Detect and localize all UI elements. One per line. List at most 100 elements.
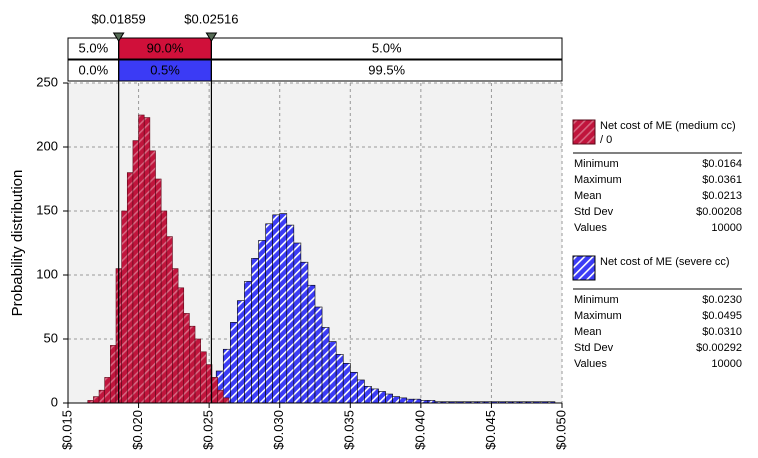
- stat-value: $0.00292: [696, 342, 742, 354]
- delimiter-label: $0.02516: [184, 11, 238, 26]
- delimiter-handle: [205, 32, 218, 42]
- histogram-bar: [183, 313, 190, 404]
- histogram-bar: [293, 242, 302, 404]
- histogram-bar: [413, 398, 422, 404]
- histogram-bar: [265, 223, 273, 404]
- stat-name: Values: [574, 358, 607, 370]
- histogram-bar: [166, 236, 173, 404]
- histogram-bar: [307, 284, 316, 404]
- histogram-bar: [378, 391, 386, 404]
- histogram-bar: [211, 377, 218, 404]
- histogram-bar: [406, 398, 415, 404]
- x-tick-label: $0.050: [553, 410, 568, 450]
- histogram-bar: [177, 287, 185, 404]
- histogram-bar: [364, 386, 372, 404]
- histogram-bar: [286, 224, 295, 404]
- histogram-bar: [110, 345, 117, 404]
- histogram-bar: [222, 348, 231, 404]
- delimiter-percent: 90.0%: [147, 40, 184, 55]
- histogram-bar: [371, 388, 379, 404]
- stat-value: $0.0310: [702, 326, 742, 338]
- histogram-bar: [237, 300, 245, 404]
- stat-value: $0.0213: [702, 190, 742, 202]
- legend-label: Net cost of ME (medium cc) / 0: [600, 120, 736, 146]
- x-tick-label: $0.020: [130, 410, 145, 450]
- stat-name: Minimum: [574, 158, 619, 170]
- histogram-bar: [98, 389, 105, 404]
- histogram-bar: [357, 379, 365, 404]
- stat-name: Mean: [574, 326, 602, 338]
- delimiter-percent: 0.5%: [150, 62, 180, 77]
- y-tick-label: 0: [51, 394, 58, 409]
- histogram-bar: [189, 325, 196, 404]
- delimiter-percent: 0.0%: [79, 62, 109, 77]
- stat-value: $0.0230: [702, 294, 742, 306]
- histogram-bar: [172, 268, 179, 404]
- stat-name: Maximum: [574, 174, 622, 186]
- histogram-bar: [328, 341, 337, 404]
- histogram-bar: [335, 354, 344, 404]
- delimiter-percent: 5.0%: [372, 40, 402, 55]
- y-tick-label: 50: [44, 330, 58, 345]
- histogram-bar: [392, 396, 400, 404]
- histogram-bar: [230, 322, 238, 404]
- y-tick-label: 200: [36, 138, 58, 153]
- y-tick-label: 100: [36, 266, 58, 281]
- histogram-bar: [258, 240, 266, 404]
- stat-value: $0.0164: [702, 158, 742, 170]
- histogram-bar: [121, 210, 128, 404]
- y-tick-label: 250: [36, 74, 58, 89]
- histogram-bar: [251, 258, 259, 404]
- legend-label: Net cost of ME (severe cc): [600, 256, 730, 268]
- x-tick-label: $0.025: [201, 410, 216, 450]
- histogram-bar: [349, 371, 358, 404]
- histogram-bar: [160, 210, 168, 404]
- histogram-bar: [385, 393, 393, 404]
- histogram-bar: [104, 377, 111, 404]
- y-tick-label: 150: [36, 202, 58, 217]
- histogram-bar: [399, 397, 408, 404]
- histogram-bar: [143, 117, 151, 404]
- histogram-bar: [342, 363, 351, 404]
- stat-value: $0.0495: [702, 310, 742, 322]
- histogram-bar: [194, 338, 201, 404]
- delimiter-percent: 5.0%: [79, 40, 109, 55]
- x-tick-label: $0.035: [342, 410, 357, 450]
- stat-value: 10000: [711, 222, 742, 234]
- histogram-bar: [126, 172, 134, 404]
- stat-name: Mean: [574, 190, 602, 202]
- histogram-bar: [155, 178, 162, 404]
- histogram-bar: [217, 389, 224, 404]
- histogram-bar: [132, 140, 139, 404]
- x-tick-label: $0.045: [483, 410, 498, 450]
- histogram-bar: [222, 397, 230, 404]
- stat-name: Std Dev: [574, 342, 614, 354]
- delimiter-label: $0.01859: [92, 11, 146, 26]
- stat-name: Values: [574, 222, 607, 234]
- stat-name: Minimum: [574, 294, 619, 306]
- histogram-bar: [321, 327, 330, 404]
- delimiter-handle: [112, 32, 125, 42]
- legend-swatch: [572, 119, 596, 145]
- stat-value: 10000: [711, 358, 742, 370]
- stat-value: $0.0361: [702, 174, 742, 186]
- legend-swatch: [572, 255, 596, 281]
- histogram-bar: [149, 150, 156, 404]
- histogram-bar: [93, 396, 100, 404]
- histogram-bar: [200, 351, 207, 404]
- histogram-bar: [272, 214, 281, 404]
- x-tick-label: $0.030: [271, 410, 286, 450]
- histogram-bar: [314, 306, 323, 404]
- x-tick-label: $0.040: [412, 410, 427, 450]
- histogram-bar: [279, 213, 288, 404]
- histogram-bar: [138, 114, 145, 404]
- stat-name: Maximum: [574, 310, 622, 322]
- histogram-bar: [244, 281, 252, 404]
- y-axis-title: Probability distribution: [9, 170, 26, 317]
- stat-name: Std Dev: [574, 206, 614, 218]
- stat-value: $0.00208: [696, 206, 742, 218]
- histogram-bar: [300, 261, 309, 404]
- x-tick-label: $0.015: [59, 410, 74, 450]
